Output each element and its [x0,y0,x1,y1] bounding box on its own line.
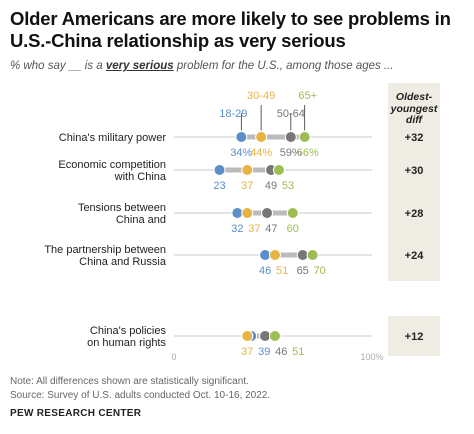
diff-value: +24 [405,250,425,262]
axis-tick-label: 0 [171,352,176,362]
chart-subtitle: % who say __ is a very serious problem f… [10,60,465,72]
data-label: 46 [259,265,271,277]
chart-title: Older Americans are more likely to see p… [10,8,451,51]
data-label: 51 [276,265,288,277]
row-label: on human rights [87,337,166,349]
data-label: 44% [250,147,272,159]
row-label: with China [114,171,167,183]
data-label: 49 [265,180,277,192]
data-label: 59% [280,147,302,159]
data-point [286,207,299,219]
diff-value: +30 [405,165,424,177]
data-point [241,207,254,219]
data-label: 37 [241,346,253,358]
diff-value: +32 [405,132,424,144]
diff-header-line-3: diff [405,114,423,126]
data-label: 32 [231,223,243,235]
data-label: 65 [297,265,309,277]
diff-header: Oldest- youngest diff [388,91,440,127]
data-label: 60 [287,223,299,235]
legend-label: 18-29 [219,108,247,120]
data-label: 34% [230,147,252,159]
data-point [268,249,281,261]
data-point [261,207,274,219]
data-label: 70 [314,265,326,277]
data-point [259,330,272,342]
data-label: 47 [265,223,277,235]
data-label: 37 [248,223,260,235]
row-label: The partnership between [44,244,166,256]
data-point [231,207,244,219]
data-point [284,131,297,143]
row-label: China's policies [90,325,167,337]
row-label: Economic competition [58,159,166,171]
diff-header-line-1: Oldest- [395,91,433,103]
data-point [241,164,254,176]
data-point [298,131,311,143]
subtitle-emphasis: very serious [105,60,174,72]
note-text: Note: All differences shown are statisti… [10,376,249,387]
subtitle-suffix: problem for the U.S., among those ages .… [173,60,394,72]
diff-value: +28 [405,208,424,220]
data-point [296,249,309,261]
data-point [235,131,248,143]
data-label: 46 [275,346,287,358]
diff-header-line-2: youngest [390,102,438,115]
axis-tick-label: 100% [360,352,383,362]
diff-panel [388,83,440,281]
row-label: China and [116,214,166,226]
data-point [241,330,254,342]
data-point [259,249,272,261]
data-point [272,164,285,176]
pew-logo-text: PEW RESEARCH CENTER [10,408,142,419]
legend-label: 65+ [298,90,317,102]
data-label: 39 [258,346,270,358]
row-label: China and Russia [79,256,167,268]
data-label: 37 [241,180,253,192]
row-label: China's military power [59,132,167,144]
source-text: Source: Survey of U.S. adults conducted … [10,390,271,401]
diff-panel-secondary [388,316,440,356]
data-label: 53 [282,180,294,192]
data-point [268,330,281,342]
data-label: 66% [297,147,319,159]
diff-value: +12 [405,331,424,343]
data-label: 51 [292,346,304,358]
data-point [213,164,226,176]
subtitle-prefix: % who say __ is a [10,60,106,72]
data-label: 23 [213,180,225,192]
data-point [255,131,268,143]
legend-label: 30-49 [247,90,275,102]
row-label: Tensions between [78,202,166,214]
data-point [306,249,319,261]
